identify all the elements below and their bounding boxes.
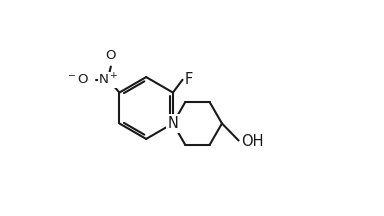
Text: N$^+$: N$^+$ xyxy=(98,73,119,88)
Text: O: O xyxy=(106,49,116,62)
Text: N: N xyxy=(167,116,179,131)
Text: $^-$O: $^-$O xyxy=(66,73,90,86)
Text: OH: OH xyxy=(241,134,263,149)
Text: F: F xyxy=(185,72,193,87)
